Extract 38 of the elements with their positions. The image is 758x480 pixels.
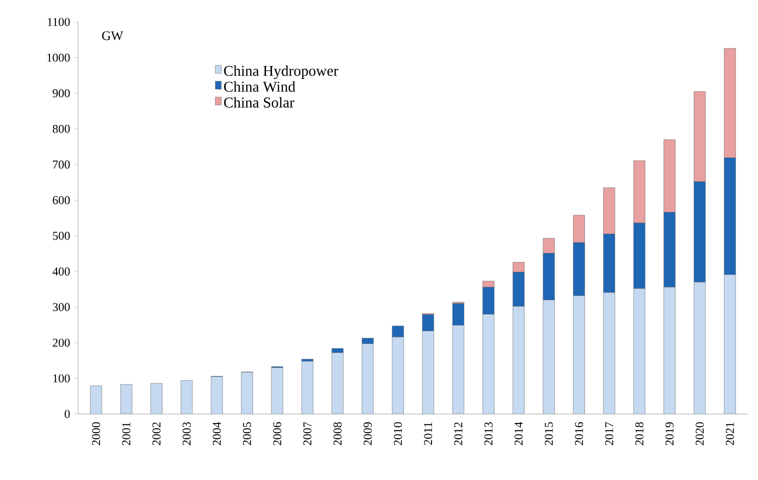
y-tick-label: 1100 [48,18,70,26]
y-tick-label: 100 [53,374,70,382]
y-tick-label: 800 [52,124,70,133]
y-tick-label: 700 [53,160,70,169]
x-tick-label: 2016 [574,422,584,446]
x-tick-label: 2006 [273,422,282,446]
x-tick-label: 2007 [303,422,312,446]
legend-label: China Hydropower [224,65,338,79]
x-tick-label: 2018 [635,422,644,446]
y-tick-label: 300 [52,303,70,312]
x-tick-label: 2019 [666,422,674,446]
x-tick-label: 2009 [364,422,372,446]
x-tick-label: 2017 [605,422,614,446]
x-tick-label: 2020 [696,422,704,446]
x-tick-label: 2011 [424,422,432,445]
y-axis-title: GW [102,31,124,40]
x-tick-label: 2021 [726,422,734,446]
x-tick-label: 2003 [182,422,191,446]
x-tick-label: 2012 [454,422,462,446]
y-tick-label: 0 [64,410,70,418]
y-tick-label: 900 [52,89,70,98]
x-tick-label: 2005 [242,422,252,446]
x-tick-label: 2004 [212,422,221,446]
legend-label: China Solar [224,97,294,108]
x-tick-label: 2001 [122,422,130,446]
x-tick-label: 2015 [544,422,553,446]
x-tick-label: 2002 [152,422,160,446]
y-tick-label: 400 [52,267,70,276]
legend-label: China Wind [224,81,296,92]
x-tick-label: 2010 [394,422,402,446]
x-tick-label: 2000 [92,422,100,446]
y-tick-label: 200 [52,338,70,347]
y-tick-label: 600 [52,196,70,204]
x-tick-label: 2014 [514,422,523,446]
x-tick-label: 2013 [484,422,492,446]
x-tick-label: 2008 [334,422,342,446]
y-tick-label: 1000 [47,54,70,62]
y-tick-label: 500 [52,232,70,240]
